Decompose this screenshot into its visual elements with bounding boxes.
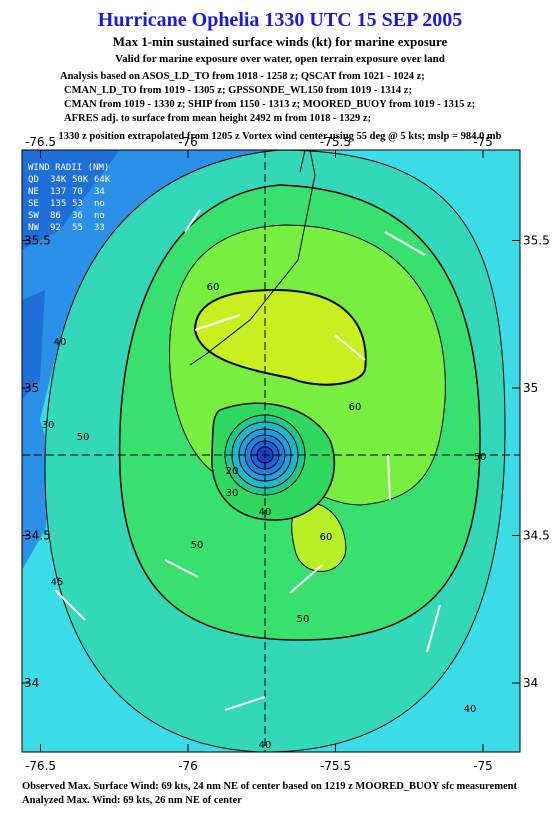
- lat-label: 35: [523, 381, 538, 395]
- wind-radii-title: WIND RADII (NM): [28, 163, 109, 173]
- contour-label: 50: [297, 614, 310, 625]
- subtitle: Max 1-min sustained surface winds (kt) f…: [113, 34, 448, 49]
- wind-radii-cell: 64K: [94, 175, 111, 185]
- wind-radii-cell: 50K: [72, 175, 89, 185]
- wind-radii-cell: SW: [28, 211, 39, 221]
- wind-radii-cell: SE: [28, 199, 39, 209]
- lat-label: 35.5: [523, 234, 550, 248]
- analysis-line: CMAN from 1019 - 1330 z; SHIP from 1150 …: [64, 99, 475, 110]
- map-frame: [21, 149, 521, 753]
- wind-radii-cell: 36: [72, 211, 83, 221]
- contour-label: 20: [226, 466, 239, 477]
- wind-radii-cell: NE: [28, 187, 39, 197]
- lat-label: 34: [523, 676, 538, 690]
- analysis-line: CMAN_LD_TO from 1019 - 1305 z; GPSSONDE_…: [64, 85, 412, 96]
- position-note: 1330 z position extrapolated from 1205 z…: [59, 131, 502, 142]
- lon-label: -76.5: [25, 759, 56, 773]
- wind-radii-cell: 34K: [50, 175, 67, 185]
- contour-label: 40: [464, 704, 477, 715]
- contour-label: 40: [54, 337, 67, 348]
- lat-label: 34.5: [523, 529, 550, 543]
- lat-label: 34.5: [24, 529, 51, 543]
- contour-label: 60: [320, 532, 333, 543]
- lon-label: -75: [473, 135, 493, 149]
- lat-label: 34: [24, 676, 39, 690]
- contour-label: 60: [207, 282, 220, 293]
- wind-radii-cell: 86: [50, 211, 61, 221]
- wind-radii-cell: QD: [28, 175, 39, 185]
- analyzed-wind: Analyzed Max. Wind: 69 kts, 26 nm NE of …: [22, 795, 242, 806]
- lon-label: -76: [178, 135, 198, 149]
- lon-label: -75: [473, 759, 493, 773]
- observed-wind: Observed Max. Surface Wind: 69 kts, 24 n…: [22, 781, 517, 792]
- contour-label: 50: [191, 540, 204, 551]
- wind-radii-cell: 135: [50, 199, 66, 209]
- wind-radii-cell: 33: [94, 223, 105, 233]
- contour-label: 45: [51, 577, 64, 588]
- lon-label: -75.5: [320, 135, 351, 149]
- wind-radii-cell: 70: [72, 187, 83, 197]
- lon-label: -75.5: [320, 759, 351, 773]
- contour-label: 30: [42, 420, 55, 431]
- note: Valid for marine exposure over water, op…: [115, 53, 445, 65]
- wind-radii-cell: no: [94, 199, 105, 209]
- contour-label: 40: [259, 507, 272, 518]
- title: Hurricane Ophelia 1330 UTC 15 SEP 2005: [98, 9, 462, 31]
- analysis-line: Analysis based on ASOS_LD_TO from 1018 -…: [60, 71, 425, 82]
- contour-label: 30: [226, 488, 239, 499]
- contour-label: 40: [259, 740, 272, 751]
- wind-radii-cell: NW: [28, 223, 39, 233]
- lon-label: -76: [178, 759, 198, 773]
- wind-radii-cell: 55: [72, 223, 83, 233]
- analysis-line: AFRES adj. to surface from mean height 2…: [64, 113, 371, 124]
- lat-label: 35: [24, 381, 39, 395]
- wind-radii-cell: 92: [50, 223, 61, 233]
- wind-radii-cell: 53: [72, 199, 83, 209]
- contour-label: 50: [474, 452, 487, 463]
- contour-label: 60: [349, 402, 362, 413]
- wind-radii-cell: 137: [50, 187, 66, 197]
- lat-label: 35.5: [24, 234, 51, 248]
- map: [22, 150, 520, 752]
- lon-label: -76.5: [25, 135, 56, 149]
- wind-radii-cell: 34: [94, 187, 105, 197]
- contour-label: 50: [77, 432, 90, 443]
- wind-radii-cell: no: [94, 211, 105, 221]
